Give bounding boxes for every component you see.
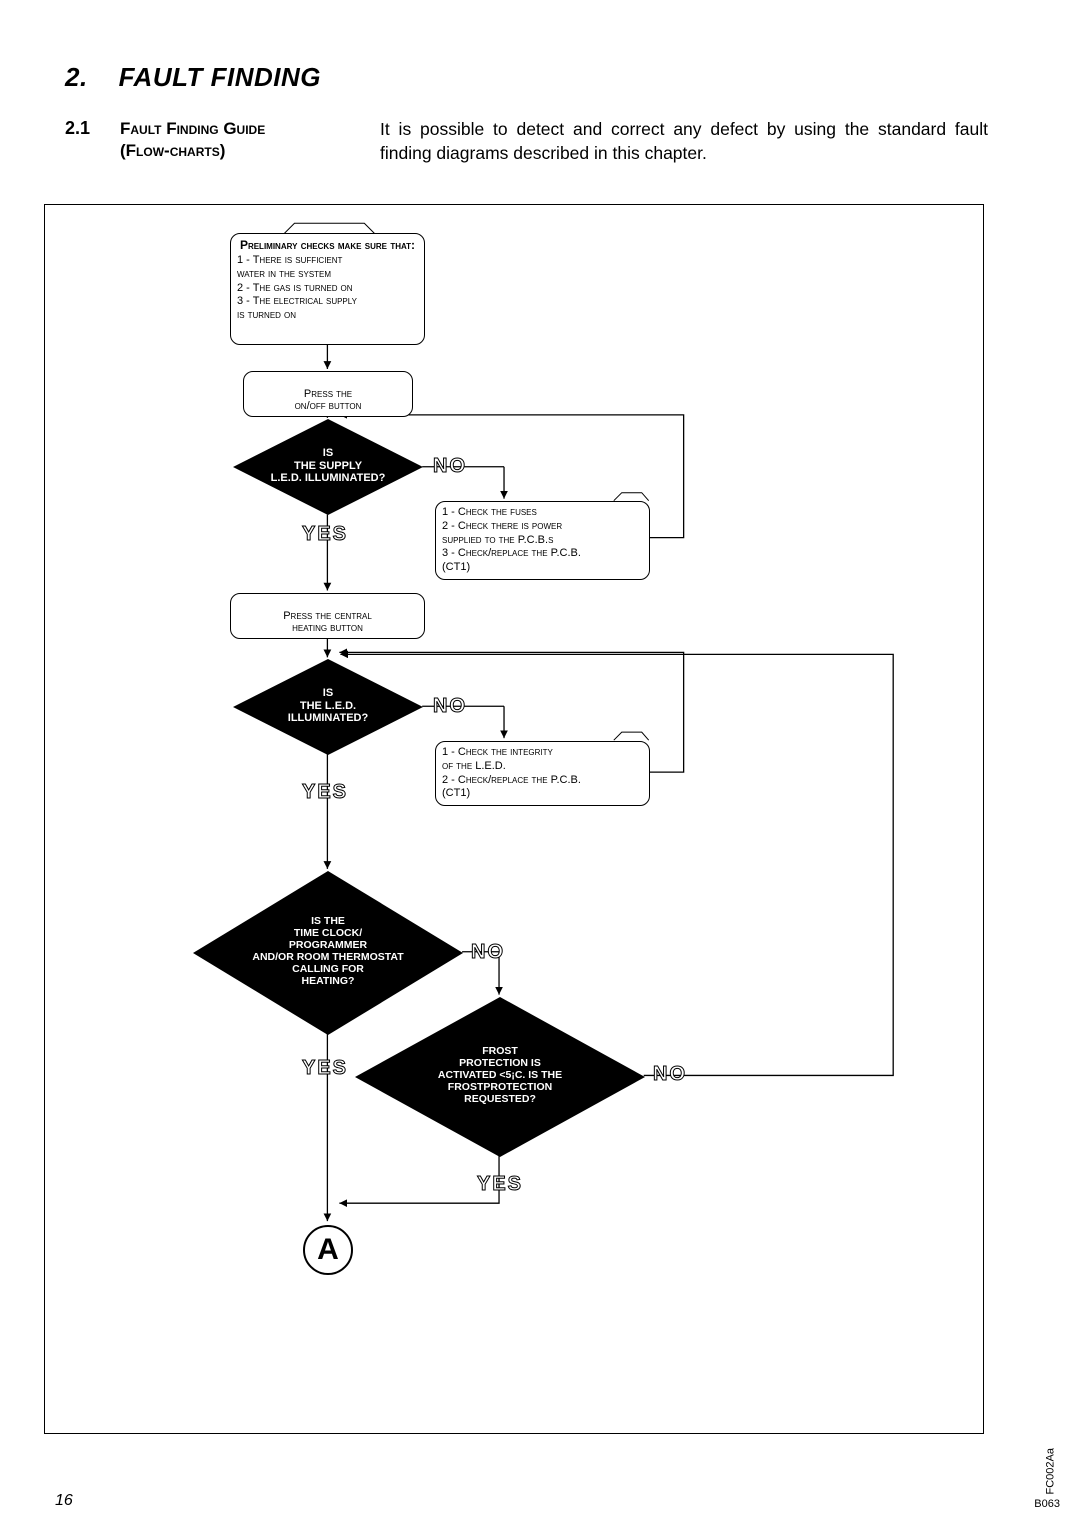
press-ch-text: Press the central heating button: [283, 610, 372, 634]
yes-label-4: YES: [477, 1173, 523, 1196]
flowchart-frame: Preliminary checks make sure that: 1 - T…: [44, 204, 984, 1434]
subsection-title: Fault Finding Guide (Flow-charts): [120, 118, 340, 162]
check2-text: 1 - Check the integrity of the L.E.D. 2 …: [442, 746, 643, 801]
subsection-number: 2.1: [65, 118, 90, 139]
flowchart-connectors: [45, 205, 983, 1433]
connector-a-label: A: [317, 1233, 339, 1267]
section-number: 2.: [65, 62, 88, 92]
page-title: 2. FAULT FINDING: [65, 62, 321, 93]
decision-3-text: IS THE TIME CLOCK/ PROGRAMMER AND/OR ROO…: [228, 915, 428, 987]
yes-label-3: YES: [302, 1057, 348, 1080]
connector-a: A: [303, 1225, 353, 1275]
decision-1-text: IS THE SUPPLY L.E.D. ILLUMINATED?: [228, 447, 428, 485]
no-label-4: NO: [653, 1063, 687, 1086]
prelim-checks-box: Preliminary checks make sure that: 1 - T…: [230, 233, 425, 345]
side-code: FC002Aa: [1044, 1448, 1056, 1494]
press-onoff-text: Press the on/off button: [295, 388, 362, 412]
title-text: FAULT FINDING: [119, 62, 321, 92]
subsection-title-line1: Fault Finding Guide: [120, 119, 265, 138]
press-onoff-box: Press the on/off button: [243, 371, 413, 417]
page-number: 16: [55, 1492, 73, 1510]
prelim-header: Preliminary checks make sure that:: [237, 238, 418, 252]
check-fuses-box: 1 - Check the fuses 2 - Check there is p…: [435, 501, 650, 580]
check1-text: 1 - Check the fuses 2 - Check there is p…: [442, 506, 643, 575]
no-label-3: NO: [471, 941, 505, 964]
decision-2-text: IS THE L.E.D. ILLUMINATED?: [228, 687, 428, 725]
no-label-1: NO: [433, 455, 467, 478]
intro-text: It is possible to detect and correct any…: [380, 118, 988, 165]
subsection-title-line2: (Flow-charts): [120, 141, 225, 160]
prelim-items: 1 - There is sufficient water in the sys…: [237, 254, 418, 323]
press-ch-box: Press the central heating button: [230, 593, 425, 639]
yes-label-2: YES: [302, 781, 348, 804]
decision-4-text: FROST PROTECTION IS ACTIVATED <5¡C. IS T…: [400, 1045, 600, 1105]
check-led-box: 1 - Check the integrity of the L.E.D. 2 …: [435, 741, 650, 806]
yes-label-1: YES: [302, 523, 348, 546]
no-label-2: NO: [433, 695, 467, 718]
footer-code: B063: [1034, 1498, 1060, 1510]
